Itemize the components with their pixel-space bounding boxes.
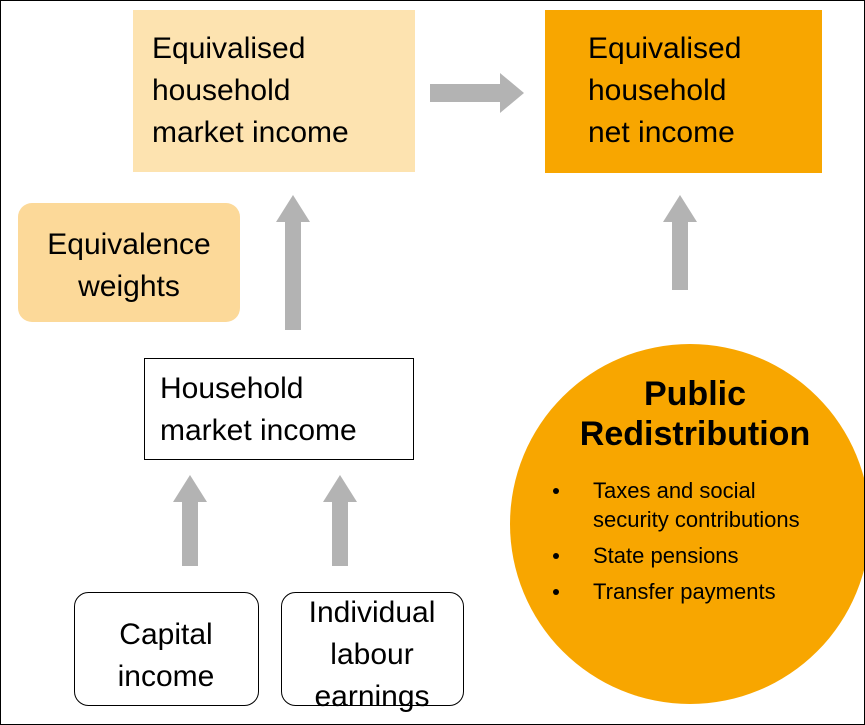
redistribution-circle bbox=[510, 344, 864, 704]
node-label: earnings bbox=[314, 680, 429, 713]
arrow bbox=[173, 475, 207, 566]
canvas bbox=[18, 10, 864, 706]
market-income-box bbox=[133, 10, 415, 172]
arrow bbox=[323, 475, 357, 566]
list-item: Transfer payments bbox=[593, 579, 776, 604]
arrow bbox=[276, 195, 310, 330]
node-label: Capital bbox=[119, 618, 212, 651]
list-item: State pensions bbox=[593, 543, 739, 568]
node-label: market income bbox=[160, 414, 357, 447]
node-label: Individual bbox=[309, 596, 436, 629]
node-label: household bbox=[152, 74, 290, 107]
weights-box bbox=[18, 203, 240, 322]
labels: Equivalised household market income Equival… bbox=[47, 32, 810, 713]
circle-title: Public bbox=[644, 375, 746, 413]
node-label: net income bbox=[588, 116, 735, 149]
arrow bbox=[663, 195, 697, 290]
capital-box bbox=[74, 592, 259, 706]
node-label: labour bbox=[330, 638, 413, 671]
bullet bbox=[553, 589, 559, 595]
node-label: Equivalence bbox=[47, 228, 210, 261]
bullet bbox=[553, 488, 559, 494]
node-label: household bbox=[588, 74, 726, 107]
node-label: Household bbox=[160, 372, 303, 405]
list-item: security contributions bbox=[593, 507, 800, 532]
node-label: Equivalised bbox=[588, 32, 741, 65]
labour-box bbox=[281, 592, 464, 706]
bullet bbox=[553, 553, 559, 559]
arrow bbox=[430, 73, 524, 113]
node-label: market income bbox=[152, 116, 349, 149]
node-label: Equivalised bbox=[152, 32, 305, 65]
net-income-box bbox=[545, 10, 822, 173]
node-label: weights bbox=[77, 270, 180, 303]
node-label: income bbox=[118, 660, 215, 693]
household-box bbox=[144, 358, 414, 460]
circle-title: Redistribution bbox=[580, 415, 810, 453]
list-item: Taxes and social bbox=[593, 478, 756, 503]
arrows bbox=[173, 73, 697, 566]
